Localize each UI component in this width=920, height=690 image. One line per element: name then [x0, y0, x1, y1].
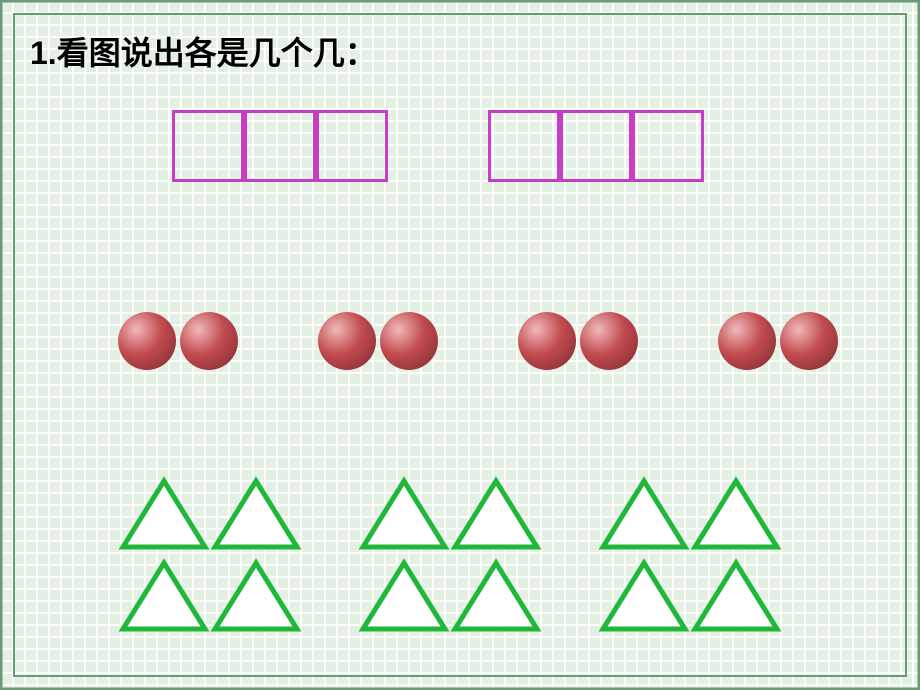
triangle-group [358, 476, 542, 634]
ball-group [518, 312, 638, 370]
triangle-row [118, 558, 302, 634]
ball-group [118, 312, 238, 370]
triangle-shape [358, 476, 450, 552]
triangle-shape [210, 476, 302, 552]
square-shape [316, 110, 388, 182]
triangle-row [598, 476, 782, 552]
triangle-shape [690, 476, 782, 552]
triangle-shape [598, 558, 690, 634]
ball-shape [518, 312, 576, 370]
square-shape [632, 110, 704, 182]
square-group [172, 110, 388, 182]
triangle-shape [690, 558, 782, 634]
ball-shape [380, 312, 438, 370]
triangle-group [598, 476, 782, 634]
square-shape [172, 110, 244, 182]
canvas: 1.看图说出各是几个几： [0, 0, 920, 690]
square-shape [488, 110, 560, 182]
ball-group [718, 312, 838, 370]
triangle-shape [210, 558, 302, 634]
triangle-shape [118, 476, 210, 552]
triangle-shape [358, 558, 450, 634]
triangle-shape [450, 476, 542, 552]
ball-shape [180, 312, 238, 370]
ball-shape [718, 312, 776, 370]
triangle-group [118, 476, 302, 634]
triangle-row [358, 476, 542, 552]
balls-row [118, 312, 838, 370]
ball-shape [780, 312, 838, 370]
triangle-row [598, 558, 782, 634]
triangle-shape [598, 476, 690, 552]
triangle-shape [118, 558, 210, 634]
square-shape [560, 110, 632, 182]
square-group [488, 110, 704, 182]
ball-shape [580, 312, 638, 370]
triangle-shape [450, 558, 542, 634]
ball-group [318, 312, 438, 370]
squares-row [172, 110, 704, 182]
ball-shape [118, 312, 176, 370]
ball-shape [318, 312, 376, 370]
question-title: 1.看图说出各是几个几： [30, 28, 377, 74]
triangle-row [118, 476, 302, 552]
triangles-row [118, 476, 782, 634]
triangle-row [358, 558, 542, 634]
square-shape [244, 110, 316, 182]
